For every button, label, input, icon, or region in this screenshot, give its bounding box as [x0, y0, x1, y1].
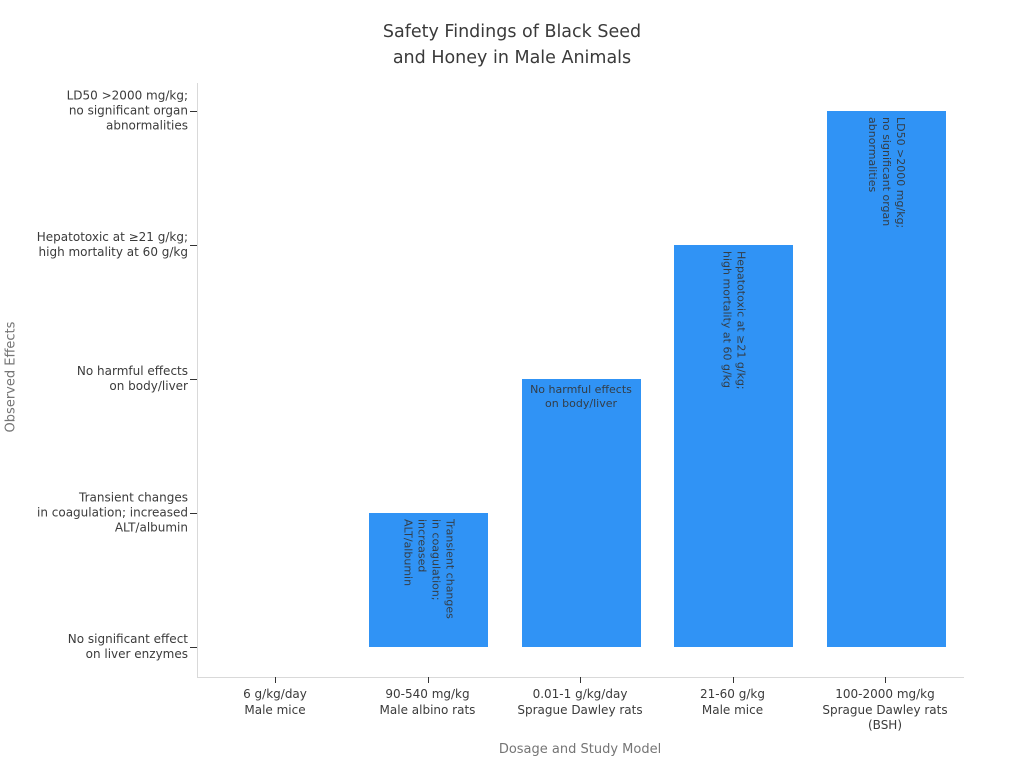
bar-value-label: Transient changes in coagulation; increa…: [401, 519, 457, 619]
x-tick: [885, 677, 886, 683]
y-tick: [190, 245, 197, 246]
y-tick-label: No harmful effects on body/liver: [76, 364, 188, 393]
x-axis-label: Dosage and Study Model: [498, 742, 662, 757]
y-tick-label: Hepatotoxic at ≥21 g/kg; high mortality …: [36, 230, 188, 259]
x-tick-label: 21-60 g/kg Male mice: [700, 687, 765, 717]
y-tick: [190, 513, 197, 514]
y-tick-label: No significant effect on liver enzymes: [67, 632, 188, 661]
x-tick: [275, 677, 276, 683]
y-tick-label: Transient changes in coagulation; increa…: [37, 490, 188, 535]
y-tick: [190, 647, 197, 648]
x-tick-label: 100-2000 mg/kg Sprague Dawley rats (BSH): [822, 687, 948, 732]
x-tick: [427, 677, 429, 683]
x-tick-label: 90-540 mg/kg Male albino rats: [379, 687, 476, 717]
y-tick-label: LD50 >2000 mg/kg; no significant organ a…: [66, 88, 188, 133]
bar: LD50 >2000 mg/kg; no significant organ a…: [826, 111, 946, 647]
y-tick: [190, 379, 197, 380]
x-tick-label: 6 g/kg/day Male mice: [243, 687, 307, 717]
x-tick: [732, 677, 734, 683]
bar: No harmful effects on body/liver: [521, 379, 641, 647]
x-tick: [580, 677, 581, 683]
bar: Transient changes in coagulation; increa…: [369, 513, 488, 647]
bar-value-label: No harmful effects on body/liver: [530, 383, 632, 410]
chart-title: Safety Findings of Black Seed and Honey …: [382, 22, 642, 68]
y-tick: [190, 111, 197, 112]
x-tick-label: 0.01-1 g/kg/day Sprague Dawley rats: [517, 687, 643, 717]
bar-value-label: Hepatotoxic at ≥21 g/kg; high mortality …: [720, 251, 748, 390]
bar-value-label: LD50 >2000 mg/kg; no significant organ a…: [866, 117, 907, 229]
bar: Hepatotoxic at ≥21 g/kg; high mortality …: [674, 245, 793, 647]
plot-area: Transient changes in coagulation; increa…: [197, 83, 964, 678]
